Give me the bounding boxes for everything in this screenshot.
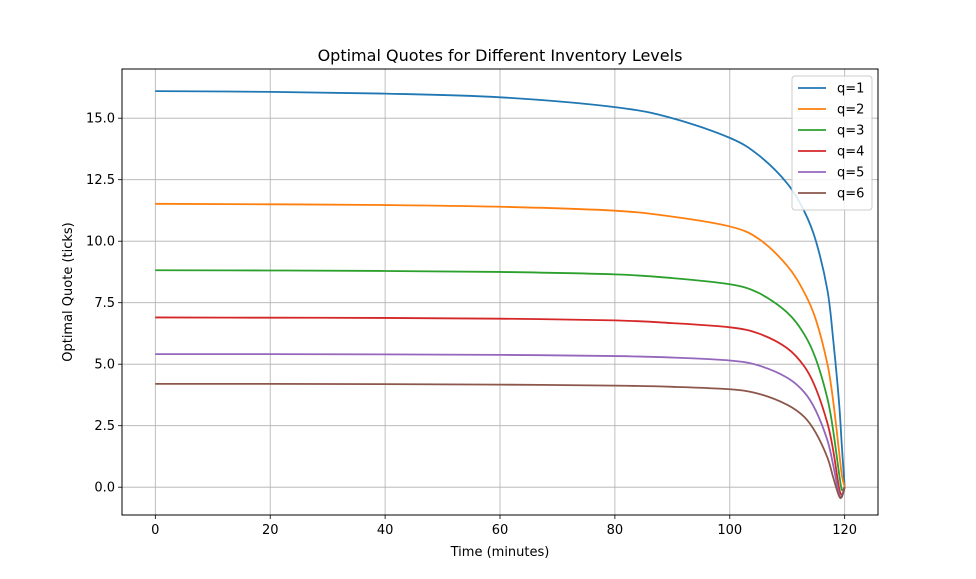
x-axis-label: Time (minutes) <box>450 545 550 560</box>
x-tick-label: 0 <box>151 523 159 538</box>
chart-title: Optimal Quotes for Different Inventory L… <box>318 46 683 65</box>
x-tick-label: 60 <box>492 523 509 538</box>
y-tick-label: 12.5 <box>86 173 115 188</box>
x-tick-label: 40 <box>377 523 394 538</box>
y-tick-label: 5.0 <box>94 358 115 373</box>
x-tick-label: 100 <box>717 523 742 538</box>
y-tick-label: 10.0 <box>86 235 115 250</box>
x-tick-label: 20 <box>262 523 279 538</box>
legend-label: q=3 <box>837 124 864 139</box>
legend-label: q=5 <box>837 166 864 181</box>
legend-label: q=2 <box>837 103 864 118</box>
y-tick-label: 2.5 <box>94 419 115 434</box>
series-line-q5 <box>155 353 846 498</box>
series-line-q2 <box>155 202 846 488</box>
y-axis-label: Optimal Quote (ticks) <box>61 222 76 362</box>
legend: q=1 q=2 q=3 q=4 q=5 q=6 <box>791 75 873 211</box>
legend-label: q=1 <box>837 82 864 97</box>
series-lines <box>155 90 846 500</box>
series-line-q3 <box>155 269 846 492</box>
legend-label: q=4 <box>837 145 864 160</box>
y-axis-ticks: 0.0 2.5 5.0 7.5 10.0 12.5 15.0 <box>86 112 122 496</box>
x-axis-ticks: 0 20 40 60 80 100 120 <box>151 515 857 538</box>
series-line-q6 <box>155 382 846 500</box>
x-tick-label: 120 <box>832 523 857 538</box>
y-tick-label: 0.0 <box>94 481 115 496</box>
series-line-q4 <box>155 316 846 496</box>
y-tick-label: 15.0 <box>86 112 115 127</box>
x-tick-label: 80 <box>607 523 624 538</box>
legend-label: q=6 <box>837 187 864 202</box>
series-line-q1 <box>155 90 846 488</box>
y-tick-label: 7.5 <box>94 296 115 311</box>
